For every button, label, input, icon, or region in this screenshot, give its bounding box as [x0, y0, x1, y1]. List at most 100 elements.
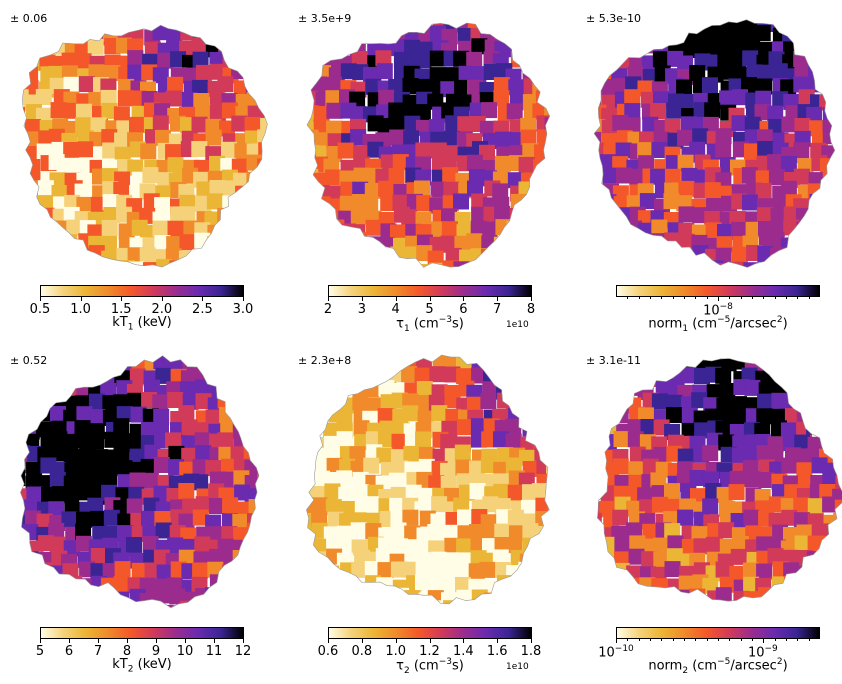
map-cell [601, 223, 617, 240]
map-cell [22, 63, 29, 80]
map-cell [600, 606, 616, 622]
map-cell [113, 181, 130, 198]
map-cell [535, 55, 550, 72]
abundance-map [20, 355, 277, 609]
map-cell [522, 523, 539, 540]
map-cell [414, 367, 431, 384]
colorbar-tick-mark [429, 297, 431, 301]
map-cell [767, 105, 784, 122]
map-cell [837, 540, 842, 557]
map-cell [594, 195, 605, 212]
map-cell [390, 224, 406, 241]
map-cell [38, 222, 55, 239]
map-cell [365, 431, 382, 448]
map-cell [678, 206, 695, 223]
map-cell [427, 524, 444, 540]
colorbar-minor-tick [684, 297, 685, 299]
map-cell [311, 497, 328, 514]
map-cell [445, 247, 462, 264]
map-cell [262, 221, 268, 238]
map-cell [597, 523, 602, 540]
map-cell [154, 103, 171, 120]
map-cell [311, 409, 328, 426]
map-cell [404, 39, 421, 56]
map-cell [365, 523, 382, 540]
map-cell [835, 410, 842, 427]
map-cell [325, 90, 342, 107]
map-cell [613, 431, 630, 448]
map-cell [819, 484, 836, 500]
map-cell [20, 514, 29, 531]
map-cell [75, 53, 92, 70]
colorbar-tick-mark [616, 639, 617, 643]
map-cell [603, 575, 620, 592]
map-cell [417, 263, 434, 268]
map-cell [169, 260, 186, 268]
map-cell [247, 40, 264, 57]
map-cell [222, 356, 238, 373]
map-cell [837, 56, 842, 72]
colorbar-minor-tick [706, 639, 708, 641]
map-cell [824, 566, 841, 582]
map-cell [594, 183, 605, 200]
map-cell [127, 392, 144, 409]
map-cell [261, 435, 277, 451]
map-cell [522, 206, 539, 223]
map-cell [353, 420, 370, 437]
map-cell [257, 129, 268, 146]
map-cell [195, 393, 212, 410]
map-cell [466, 154, 483, 171]
map-cell [536, 39, 550, 56]
map-cell [781, 509, 798, 526]
map-cell [336, 470, 353, 487]
map-cell [144, 41, 161, 58]
map-cell [754, 25, 771, 42]
colorbar-label-part: (cm [688, 316, 718, 332]
map-cell [77, 141, 94, 158]
map-cell [377, 408, 394, 425]
map-cell [116, 460, 133, 477]
panel-6: ± 3.1e-11 10−10 10−9 norm2 (cm−5/arcsec2) [576, 342, 842, 684]
map-cell [246, 522, 260, 539]
map-cell [416, 78, 433, 95]
map-cell [835, 603, 842, 619]
map-cell [480, 457, 497, 474]
map-cell [22, 198, 39, 214]
map-cell [89, 409, 106, 426]
map-cell [454, 211, 471, 228]
map-cell [821, 245, 835, 261]
map-cell [130, 25, 147, 29]
map-cell [834, 419, 842, 436]
map-cell [654, 358, 670, 370]
map-cell [520, 23, 537, 29]
map-cell [260, 117, 268, 134]
map-cell [611, 19, 627, 31]
map-cell [690, 259, 707, 268]
map-cell [678, 233, 695, 250]
map-cell [655, 380, 672, 397]
map-cell [258, 52, 268, 69]
map-cell [547, 501, 550, 517]
map-cell [733, 358, 750, 370]
map-cell [306, 497, 314, 514]
map-cell [767, 548, 784, 565]
map-cell [705, 536, 722, 553]
map-cell [315, 381, 332, 398]
map-cell [809, 393, 826, 410]
map-cell [103, 207, 120, 223]
tick-exponent: −8 [719, 302, 733, 312]
map-cell [307, 245, 317, 262]
map-cell [376, 577, 393, 594]
map-cell [20, 488, 31, 505]
colorbar-minor-tick [627, 297, 629, 299]
map-cell [442, 260, 459, 268]
map-cell [27, 577, 44, 594]
map-cell [743, 509, 760, 526]
map-cell [244, 580, 260, 596]
map-cell [140, 143, 157, 160]
map-cell [521, 51, 538, 68]
map-cell [508, 79, 525, 96]
map-cell [544, 511, 550, 528]
map-cell [103, 509, 120, 526]
map-cell [594, 53, 605, 70]
